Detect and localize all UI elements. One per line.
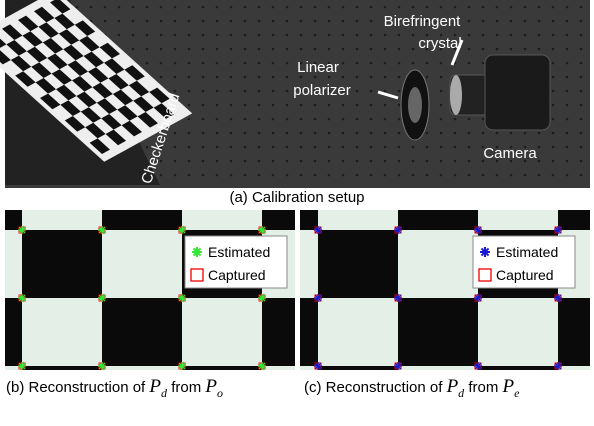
board-cell (5, 298, 22, 366)
board-cell (102, 298, 182, 366)
math: P (205, 376, 217, 397)
board-cell (22, 230, 102, 298)
board-cell (262, 298, 295, 366)
board-cell (300, 298, 318, 366)
math: P (503, 376, 515, 397)
caption: (b) Reconstruction of Pd from Po (6, 376, 223, 401)
caption-text: from (468, 379, 498, 396)
math: Po (205, 376, 223, 397)
caption: (c) Reconstruction of Pd from Pe (304, 376, 519, 401)
photo-label: crystal (418, 35, 461, 52)
math: o (217, 386, 223, 400)
math: Pe (503, 376, 520, 397)
caption-text: (c) Reconstruction of (304, 379, 442, 396)
board-cell (478, 366, 558, 370)
math: Pd (447, 376, 465, 397)
panel: Estimated Captured (300, 210, 590, 370)
photo: Checkerboard Linear polarizer Birefringe… (0, 0, 590, 188)
caption-text: (b) Reconstruction of (6, 379, 145, 396)
figure: Checkerboard Linear polarizer Birefringe… (0, 0, 594, 426)
caption-text: from (171, 379, 201, 396)
legend-label: Captured (208, 267, 266, 283)
board-cell (398, 210, 478, 230)
board-cell (182, 366, 262, 370)
math: Pd (149, 376, 167, 397)
photo-label: polarizer (293, 82, 351, 99)
legend-label: Estimated (208, 244, 270, 260)
math: P (149, 376, 161, 397)
caption: (a) Calibration setup (0, 189, 594, 206)
math: P (447, 376, 459, 397)
board-cell (398, 298, 478, 366)
board-cell (558, 298, 590, 366)
board-cell (262, 210, 295, 230)
panel: Estimated Captured (5, 210, 295, 370)
board-cell (22, 366, 102, 370)
photo-label: Birefringent (384, 13, 462, 30)
math: d (161, 386, 167, 400)
page: Checkerboard Linear polarizer Birefringe… (0, 0, 594, 426)
board-cell (318, 230, 398, 298)
board-cell (318, 366, 398, 370)
photo-label: Linear (297, 59, 339, 76)
math: d (458, 386, 464, 400)
board-cell (558, 210, 590, 230)
legend-label: Estimated (496, 244, 558, 260)
board-cell (102, 210, 182, 230)
legend-label: Captured (496, 267, 554, 283)
photo-label: Camera (483, 145, 537, 162)
math: e (514, 386, 519, 400)
